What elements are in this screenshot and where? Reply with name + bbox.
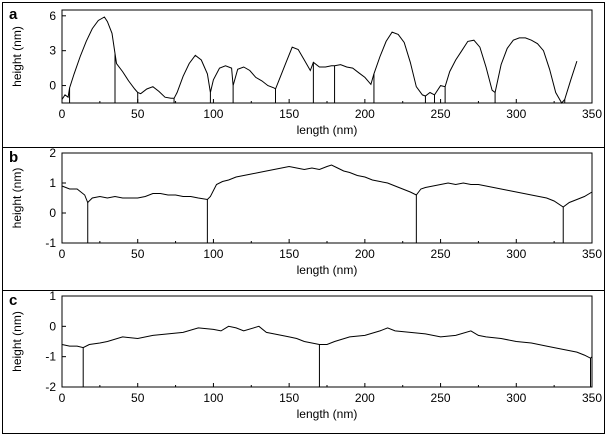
- x-tick-label: 200: [355, 107, 375, 121]
- y-tick-label: 6: [49, 9, 56, 23]
- x-tick-label: 50: [131, 107, 145, 121]
- panel-label: b: [9, 149, 18, 166]
- y-tick-label: 3: [49, 44, 56, 58]
- x-axis-label: length (nm): [297, 407, 358, 421]
- y-tick-label: -1: [45, 236, 56, 250]
- x-tick-label: 300: [506, 247, 526, 261]
- x-tick-label: 250: [431, 391, 451, 405]
- chart-panel-a: 0 50 100 150 200 250 300 350 0 3 6 length (nm) heigh…: [9, 6, 602, 137]
- x-tick-label: 350: [582, 107, 602, 121]
- y-tick-label: 0: [49, 319, 56, 333]
- x-axis-label: length (nm): [297, 123, 358, 137]
- y-axis-label: height (nm): [10, 168, 24, 229]
- profile-line: [61, 325, 593, 359]
- y-tick-label: 0: [49, 79, 56, 93]
- panel-label: c: [9, 292, 17, 309]
- y-tick-label: -1: [45, 350, 56, 364]
- x-tick-label: 250: [431, 247, 451, 261]
- y-tick-label: 0: [49, 206, 56, 220]
- x-tick-label: 300: [506, 391, 526, 405]
- y-tick-label: 1: [49, 176, 56, 190]
- x-tick-label: 200: [355, 391, 375, 405]
- y-tick-label: 1: [49, 289, 56, 303]
- x-tick-label: 150: [279, 247, 299, 261]
- y-axis-label: height (nm): [10, 26, 24, 87]
- profile-line: [61, 164, 593, 208]
- x-tick-label: 350: [582, 391, 602, 405]
- x-tick-label: 0: [59, 391, 66, 405]
- x-tick-label: 0: [59, 247, 66, 261]
- x-tick-label: 250: [431, 107, 451, 121]
- chart-panel-c: 0 50 100 150 200 250 300 350 -2 -1 0 1 length (nm) he…: [9, 289, 602, 421]
- x-tick-label: 50: [131, 247, 145, 261]
- x-tick-label: 350: [582, 247, 602, 261]
- y-tick-label: -2: [45, 380, 56, 394]
- x-tick-label: 300: [506, 107, 526, 121]
- x-tick-label: 150: [279, 107, 299, 121]
- x-tick-label: 150: [279, 391, 299, 405]
- y-tick-label: 2: [49, 146, 56, 160]
- x-tick-label: 50: [131, 391, 145, 405]
- x-tick-label: 100: [203, 247, 223, 261]
- x-tick-label: 100: [203, 107, 223, 121]
- y-axis-label: height (nm): [10, 311, 24, 372]
- x-tick-label: 0: [59, 107, 66, 121]
- panel-label: a: [9, 6, 18, 23]
- x-tick-label: 100: [203, 391, 223, 405]
- x-axis-label: length (nm): [297, 263, 358, 277]
- x-tick-label: 200: [355, 247, 375, 261]
